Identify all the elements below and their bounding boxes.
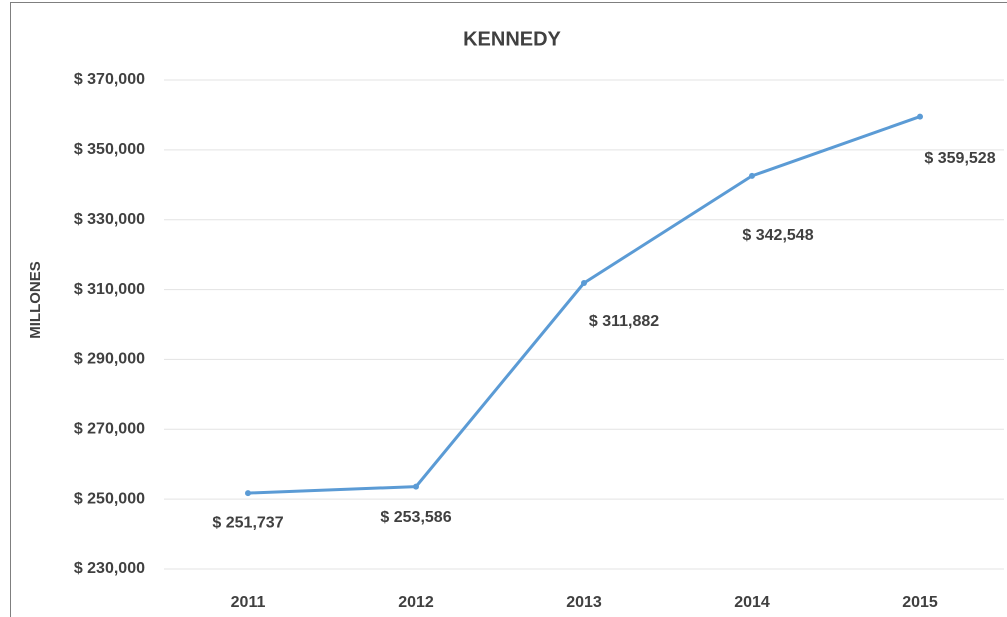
x-tick-label: 2014 <box>734 594 770 611</box>
data-label: $ 359,528 <box>924 150 995 167</box>
point <box>413 483 419 490</box>
x-tick-label: 2012 <box>398 594 434 611</box>
data-label: $ 253,586 <box>380 509 451 526</box>
data-label: $ 251,737 <box>212 514 283 531</box>
point <box>245 490 251 497</box>
x-tick-label: 2015 <box>902 594 938 611</box>
y-axis-label: MILLONES <box>27 261 44 339</box>
y-tick-label: $ 370,000 <box>74 71 145 88</box>
y-tick-label: $ 270,000 <box>74 421 145 438</box>
y-tick-label: $ 350,000 <box>74 141 145 158</box>
y-tick-label: $ 290,000 <box>74 351 145 368</box>
point <box>581 279 587 286</box>
x-tick-label: 2011 <box>231 594 266 611</box>
data-label: $ 311,882 <box>589 313 659 330</box>
point <box>917 113 923 120</box>
point <box>749 172 755 179</box>
y-tick-label: $ 310,000 <box>74 281 145 298</box>
chart-frame <box>10 2 1007 617</box>
chart-title: KENNEDY <box>463 28 561 50</box>
data-label: $ 342,548 <box>742 227 813 244</box>
y-tick-label: $ 230,000 <box>74 560 145 577</box>
x-tick-label: 2013 <box>566 594 602 611</box>
y-tick-label: $ 330,000 <box>74 211 145 228</box>
y-tick-label: $ 250,000 <box>74 490 145 507</box>
